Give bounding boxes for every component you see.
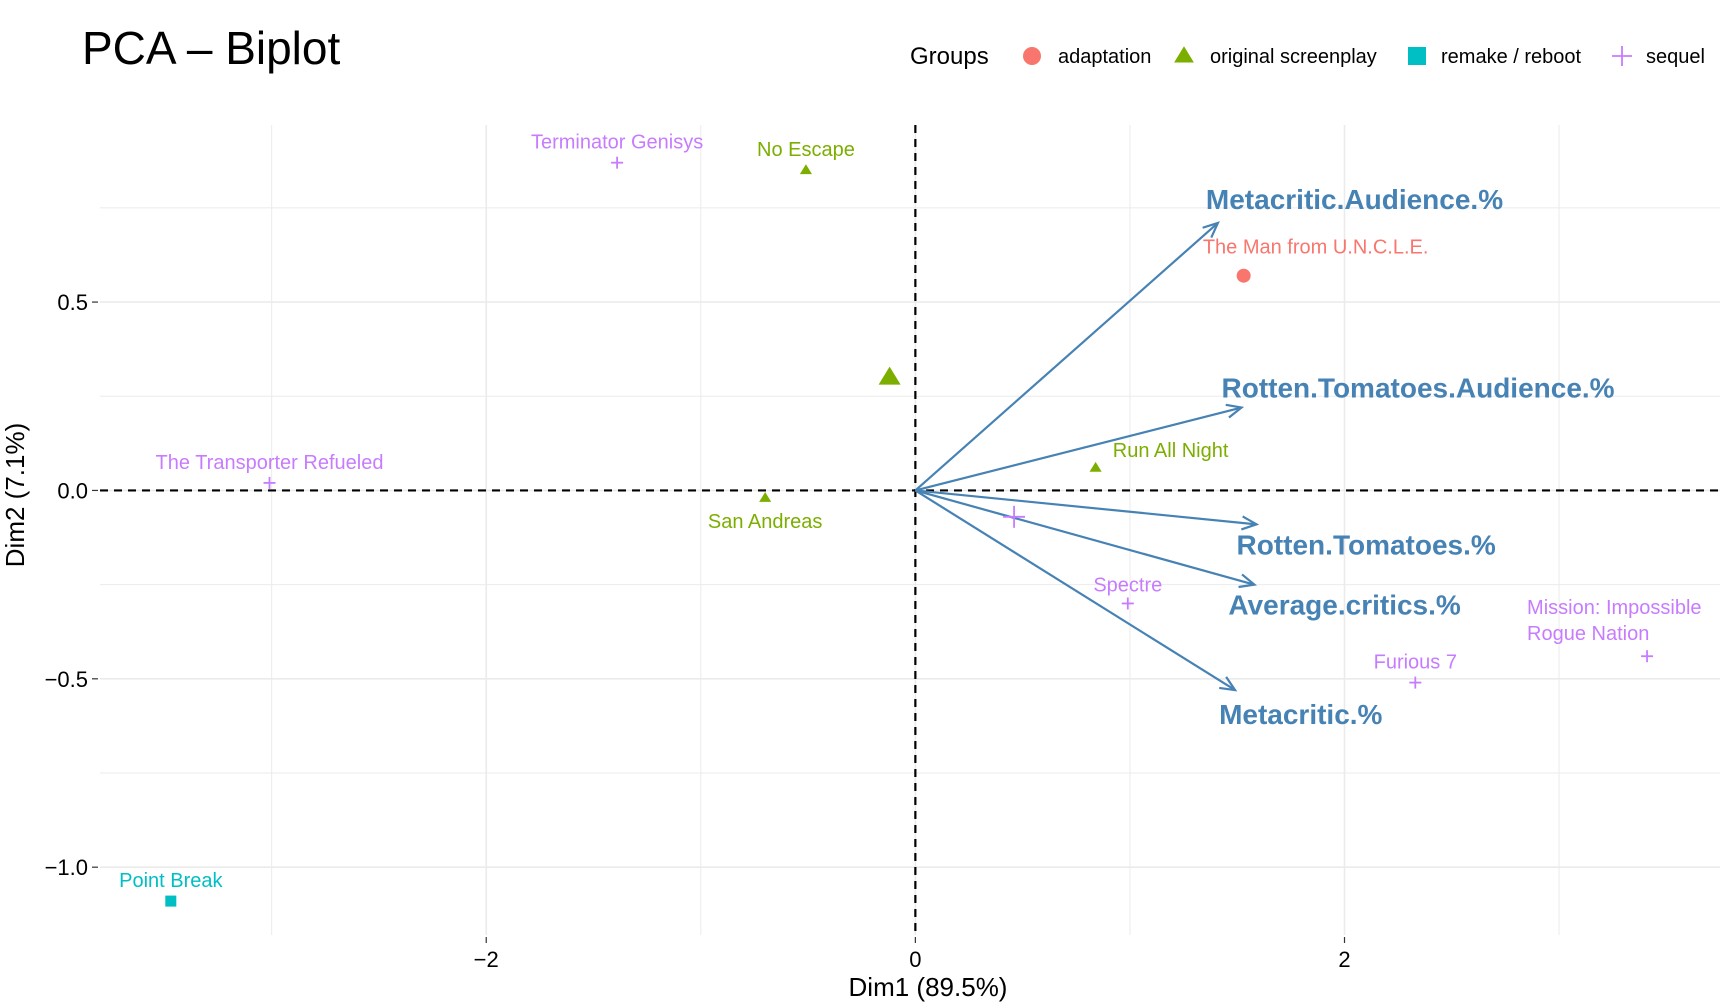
point-label: The Transporter Refueled xyxy=(156,452,384,474)
legend-original_screenplay-label: original screenplay xyxy=(1210,46,1377,68)
data-point xyxy=(1409,676,1422,689)
point-label: San Andreas xyxy=(708,511,823,533)
variable-label: Metacritic.Audience.% xyxy=(1206,184,1503,215)
x-tick-label: 0 xyxy=(909,947,921,972)
reference-lines xyxy=(100,125,1720,935)
variable-arrowhead xyxy=(1238,573,1257,589)
chart-title: PCA – Biplot xyxy=(82,22,340,74)
axes: −2 0 2 −1.0 −0.5 0.0 0.5 xyxy=(45,290,1351,972)
point-label: Spectre xyxy=(1093,574,1162,596)
y-tick-label: 0.5 xyxy=(57,290,88,315)
variable-label: Rotten.Tomatoes.Audience.% xyxy=(1222,373,1615,404)
variable-arrow xyxy=(914,489,1236,692)
y-tick-label: 0.0 xyxy=(57,478,88,503)
legend-adaptation-label: adaptation xyxy=(1058,46,1151,68)
data-point xyxy=(1121,597,1134,610)
point-label: The Man from U.N.C.L.E. xyxy=(1203,237,1429,259)
point-label: No Escape xyxy=(757,139,855,161)
point-label: Point Break xyxy=(119,870,223,892)
data-point xyxy=(759,492,772,502)
variable-label: Metacritic.% xyxy=(1219,699,1382,730)
variable-label: Rotten.Tomatoes.% xyxy=(1237,529,1496,560)
variable-label: Average.critics.% xyxy=(1228,590,1461,621)
variable-arrowhead xyxy=(1225,403,1245,419)
data-point xyxy=(611,156,624,169)
legend: Groups adaptation original screenplay rema… xyxy=(910,43,1705,70)
variable-arrowhead xyxy=(1202,221,1220,238)
x-axis-title: Dim1 (89.5%) xyxy=(849,972,1008,1002)
group-centroid xyxy=(878,366,901,385)
legend-adaptation-marker xyxy=(1023,47,1041,65)
legend-sequel-marker xyxy=(1612,46,1632,66)
legend-sequel-label: sequel xyxy=(1646,46,1705,68)
legend-original_screenplay-marker xyxy=(1174,46,1194,63)
data-point xyxy=(1236,268,1251,283)
point-label: Mission: Impossible Rogue Nation xyxy=(1527,597,1702,645)
y-tick-label: −1.0 xyxy=(45,855,88,880)
data-point xyxy=(1089,461,1102,472)
individual-points: Terminator Genisys No Escape The Man from … xyxy=(119,132,1702,907)
variable-arrow xyxy=(914,222,1219,492)
x-tick-label: 2 xyxy=(1338,947,1350,972)
data-point xyxy=(263,476,276,489)
point-label: Terminator Genisys xyxy=(531,132,703,154)
legend-remake_reboot-marker xyxy=(1408,47,1426,65)
data-point xyxy=(165,895,177,907)
group-centroid xyxy=(1003,505,1026,528)
variable-arrowhead xyxy=(1219,676,1238,692)
variable-arrow xyxy=(915,489,1255,586)
point-label: Run All Night xyxy=(1113,440,1229,462)
variable-arrow xyxy=(915,489,1257,526)
variable-arrows: Metacritic.Audience.% Rotten.Tomatoes.Aud… xyxy=(914,184,1615,730)
data-point xyxy=(799,164,812,175)
y-axis-title: Dim2 (7.1%) xyxy=(0,423,30,567)
x-tick-label: −2 xyxy=(474,947,499,972)
variable-arrowhead xyxy=(1240,515,1260,531)
variable-arrow xyxy=(915,406,1242,492)
data-point xyxy=(1641,650,1654,663)
legend-title: Groups xyxy=(910,43,989,70)
y-tick-label: −0.5 xyxy=(45,667,88,692)
legend-remake_reboot-label: remake / reboot xyxy=(1441,46,1582,68)
point-label: Furious 7 xyxy=(1374,652,1457,674)
